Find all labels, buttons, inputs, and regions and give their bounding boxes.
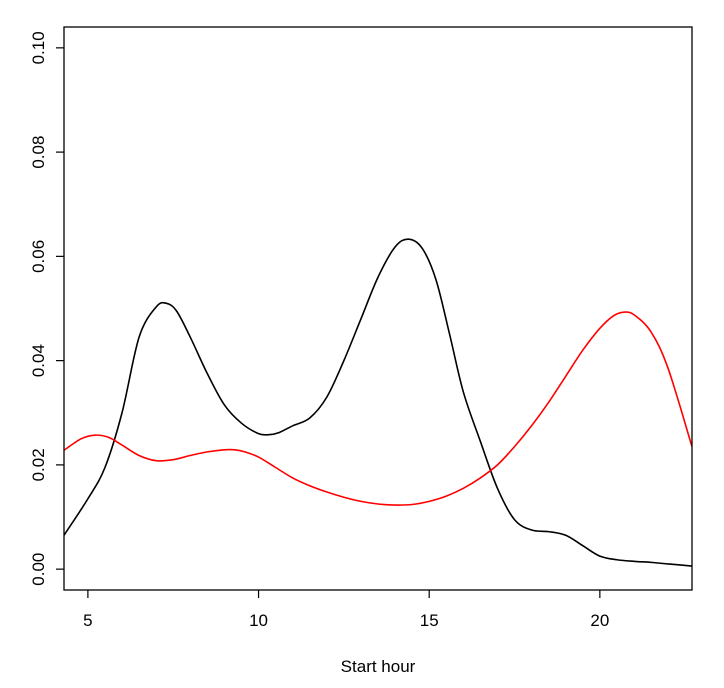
x-tick-label: 5 xyxy=(83,611,92,630)
x-tick-label: 10 xyxy=(249,611,268,630)
y-tick-label: 0.08 xyxy=(29,136,48,169)
plot-box xyxy=(63,26,693,591)
y-tick-label: 0.10 xyxy=(29,31,48,64)
x-axis-title: Start hour xyxy=(341,657,416,676)
y-tick-label: 0.00 xyxy=(29,553,48,586)
x-tick-label: 20 xyxy=(590,611,609,630)
axis-layer: 5 10 15 20 0.00 0.02 0.04 0.06 0.08 0.10 xyxy=(29,31,609,630)
x-tick-label: 15 xyxy=(420,611,439,630)
y-tick-label: 0.04 xyxy=(29,344,48,377)
y-tick-label: 0.06 xyxy=(29,240,48,273)
y-tick-label: 0.02 xyxy=(29,448,48,481)
series-line-black xyxy=(64,238,692,567)
series-layer xyxy=(64,238,692,567)
series-line-red xyxy=(64,311,692,506)
